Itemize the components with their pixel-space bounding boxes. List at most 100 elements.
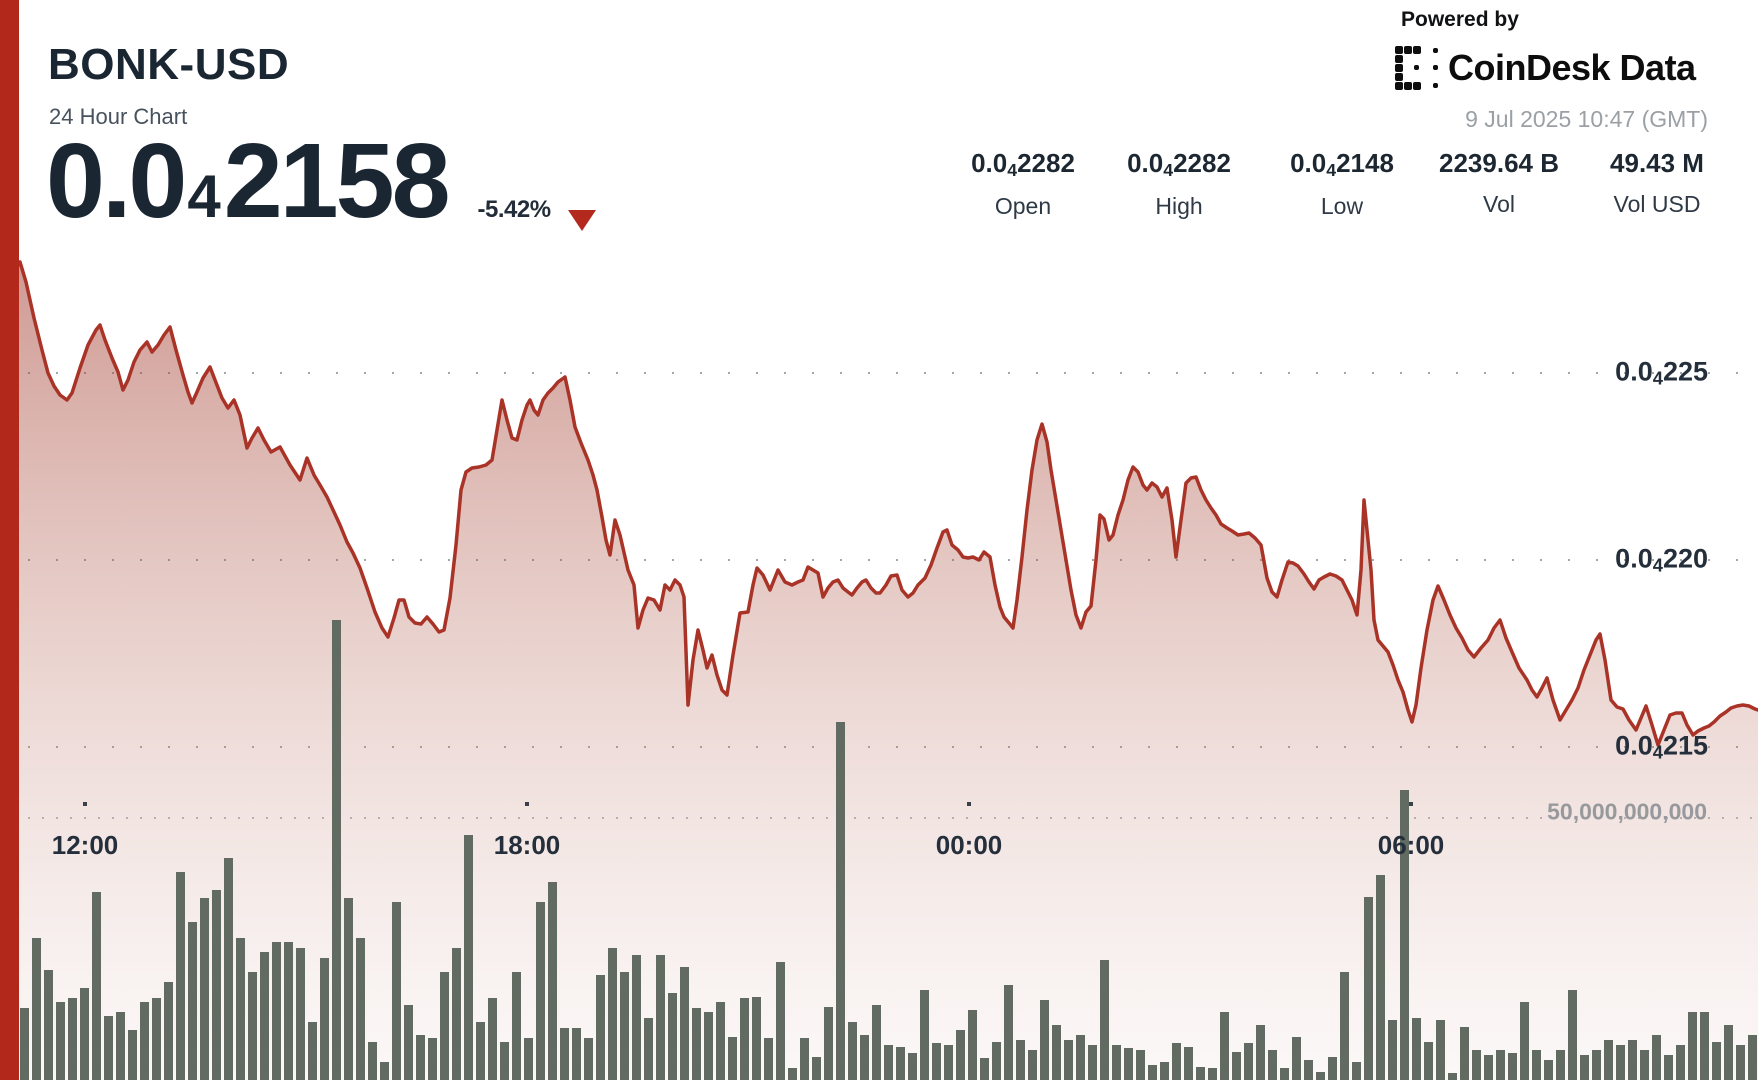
volume-bar <box>1124 1048 1133 1080</box>
volume-bar <box>1736 1045 1745 1080</box>
volume-bar <box>1592 1050 1601 1080</box>
x-axis-label: 12:00 <box>51 830 119 860</box>
stat-value: 0.042282 <box>971 148 1075 180</box>
volume-bar <box>908 1053 917 1080</box>
volume-bar <box>1568 990 1577 1080</box>
volume-bar <box>224 858 233 1080</box>
volume-bar <box>596 975 605 1080</box>
volume-bar <box>1376 875 1385 1080</box>
coindesk-data-logo: CoinDesk Data <box>1394 46 1696 90</box>
x-tick-dot <box>525 802 529 806</box>
volume-bar <box>1712 1042 1721 1080</box>
volume-bar <box>1424 1042 1433 1080</box>
x-tick-dot <box>967 802 971 806</box>
volume-bar <box>728 1037 737 1080</box>
volume-bar <box>1436 1020 1445 1080</box>
volume-bar <box>332 620 341 1080</box>
volume-bar <box>116 1012 125 1080</box>
volume-bar <box>1136 1050 1145 1080</box>
volume-bar <box>1304 1060 1313 1080</box>
timestamp: 9 Jul 2025 10:47 (GMT) <box>1465 106 1708 132</box>
volume-bar <box>344 898 353 1080</box>
volume-bar <box>1328 1057 1337 1080</box>
volume-bar <box>164 982 173 1080</box>
volume-bar <box>1544 1060 1553 1080</box>
stat-vol-usd: 49.43 M Vol USD <box>1610 148 1704 218</box>
chart-subtitle: 24 Hour Chart <box>49 104 188 129</box>
volume-bar <box>620 972 629 1080</box>
volume-bar <box>140 1002 149 1080</box>
volume-bar <box>740 998 749 1080</box>
volume-bar <box>1196 1067 1205 1080</box>
volume-bar <box>548 882 557 1080</box>
volume-bar <box>1628 1040 1637 1080</box>
volume-bar <box>560 1028 569 1080</box>
volume-bar <box>1364 897 1373 1080</box>
volume-bar <box>1244 1043 1253 1080</box>
stat-label: High <box>1155 192 1203 219</box>
volume-bar <box>680 967 689 1080</box>
volume-bar <box>572 1028 581 1080</box>
volume-bar <box>1448 1073 1457 1080</box>
stat-value: 2239.64 B <box>1439 148 1559 178</box>
volume-bar <box>128 1030 137 1080</box>
volume-bar <box>1064 1040 1073 1080</box>
volume-axis-label: 50,000,000,000 <box>1547 798 1707 825</box>
volume-bar <box>1640 1050 1649 1080</box>
volume-bar <box>1040 1000 1049 1080</box>
volume-bar <box>812 1057 821 1080</box>
volume-bar <box>1388 1020 1397 1080</box>
volume-bar <box>1292 1037 1301 1080</box>
volume-bar <box>296 948 305 1080</box>
volume-bar <box>260 952 269 1080</box>
volume-bar <box>1076 1035 1085 1080</box>
volume-bar <box>1460 1027 1469 1080</box>
x-tick-dot <box>1409 802 1413 806</box>
current-price: 0.0 4 2158 -5.42% <box>46 122 596 240</box>
volume-bar <box>1220 1012 1229 1080</box>
volume-bar <box>104 1016 113 1080</box>
volume-bar <box>1484 1055 1493 1080</box>
volume-bar <box>644 1018 653 1080</box>
volume-bar <box>800 1038 809 1080</box>
y-axis-label: 0.04215 <box>1615 730 1708 763</box>
volume-bar <box>272 942 281 1080</box>
volume-bar <box>944 1045 953 1080</box>
volume-bar <box>1172 1043 1181 1080</box>
volume-bar <box>584 1038 593 1080</box>
volume-bar <box>32 938 41 1080</box>
volume-bar <box>44 970 53 1080</box>
volume-bar <box>416 1035 425 1080</box>
volume-bar <box>1184 1047 1193 1080</box>
volume-bar <box>476 1022 485 1080</box>
volume-bar <box>368 1042 377 1080</box>
volume-bar <box>428 1038 437 1080</box>
volume-bar <box>392 902 401 1080</box>
volume-bar <box>656 955 665 1080</box>
page-title: BONK-USD <box>48 40 290 89</box>
volume-bar <box>1208 1068 1217 1080</box>
volume-bar <box>1652 1035 1661 1080</box>
volume-bar <box>668 993 677 1080</box>
volume-bar <box>356 938 365 1080</box>
volume-bar <box>1028 1050 1037 1080</box>
volume-bar <box>1112 1045 1121 1080</box>
volume-bar <box>1016 1040 1025 1080</box>
volume-bar <box>788 1068 797 1080</box>
volume-bar <box>1052 1025 1061 1080</box>
stat-low: 0.042148 Low <box>1290 148 1394 220</box>
volume-bar <box>968 1010 977 1080</box>
price-frac: 2158 <box>223 122 451 240</box>
volume-bar <box>1556 1050 1565 1080</box>
volume-bar <box>920 990 929 1080</box>
volume-bar <box>1616 1045 1625 1080</box>
volume-bar <box>860 1035 869 1080</box>
volume-bar <box>1700 1012 1709 1080</box>
volume-bar <box>200 898 209 1080</box>
volume-bar <box>188 922 197 1080</box>
stat-label: Vol <box>1483 191 1515 217</box>
price-gridline <box>0 372 1758 374</box>
volume-bar <box>284 942 293 1080</box>
